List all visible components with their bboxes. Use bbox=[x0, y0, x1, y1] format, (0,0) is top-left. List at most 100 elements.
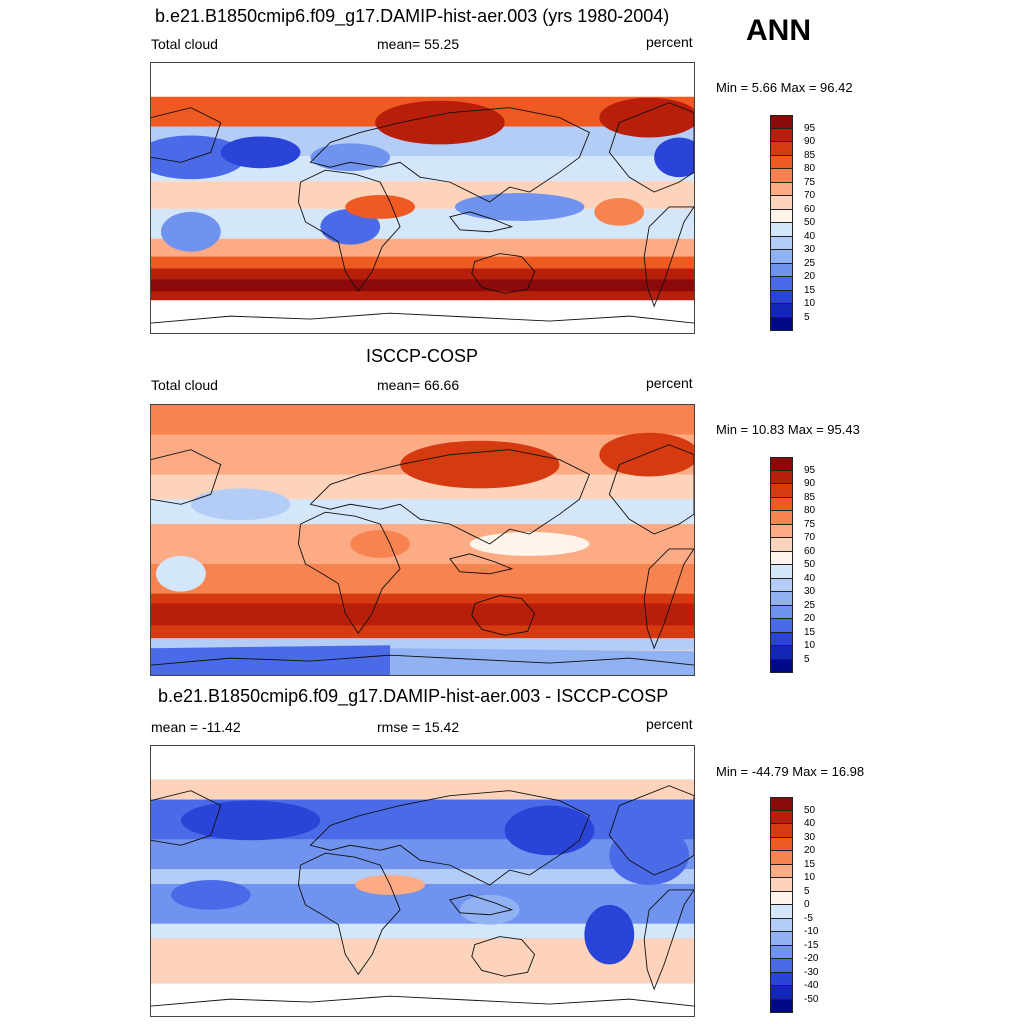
colorbar-tick-label: 95 bbox=[804, 122, 816, 134]
colorbar-swatch bbox=[770, 457, 793, 471]
colorbar-swatch bbox=[770, 565, 793, 579]
colorbar-tick-label: 30 bbox=[804, 244, 816, 255]
colorbar-swatch bbox=[770, 632, 793, 646]
colorbar-difference bbox=[770, 797, 793, 1013]
panel-units-label: percent bbox=[646, 716, 693, 732]
colorbar-swatch bbox=[770, 851, 793, 865]
colorbar-swatch bbox=[770, 317, 793, 331]
colorbar-swatch bbox=[770, 142, 793, 156]
panel-units-label: percent bbox=[646, 34, 693, 50]
colorbar-tick-label: 15 bbox=[804, 858, 816, 870]
panel-rmse-label: rmse = 15.42 bbox=[377, 719, 460, 735]
coastline bbox=[298, 852, 401, 976]
coastline bbox=[471, 253, 536, 294]
colorbar-tick-label: 40 bbox=[804, 230, 816, 242]
colorbar-swatch bbox=[770, 263, 793, 277]
map-panel-obs bbox=[150, 404, 695, 676]
colorbar-swatch bbox=[770, 972, 793, 986]
colorbar-tick-label: 95 bbox=[804, 464, 816, 476]
colorbar-tick-label: 50 bbox=[804, 559, 816, 570]
colorbar-tick-label: 10 bbox=[804, 872, 816, 883]
panel-mean-label: mean= 66.66 bbox=[377, 377, 460, 393]
colorbar-tick-label: 10 bbox=[804, 640, 816, 651]
colorbar-tick-label: 30 bbox=[804, 831, 816, 843]
map-panel-difference bbox=[150, 745, 695, 1017]
colorbar-tick-label: 70 bbox=[804, 190, 816, 201]
colorbar-tick-label: 75 bbox=[804, 518, 816, 530]
colorbar-obs bbox=[770, 457, 793, 673]
colorbar-swatch bbox=[770, 236, 793, 250]
colorbar-tick-label: -30 bbox=[804, 966, 819, 978]
colorbar-swatch bbox=[770, 646, 793, 660]
coastline bbox=[471, 936, 536, 977]
colorbar-tick-label: 20 bbox=[804, 613, 816, 624]
colorbar-swatch bbox=[770, 551, 793, 565]
panel-left-label: mean = -11.42 bbox=[151, 719, 241, 735]
panel-mean-label: mean= 55.25 bbox=[377, 36, 460, 52]
coastline bbox=[151, 312, 694, 324]
colorbar-tick-label: 80 bbox=[804, 505, 816, 516]
panel-title-model: b.e21.B1850cmip6.f09_g17.DAMIP-hist-aer.… bbox=[155, 6, 670, 26]
colorbar-tick-label: -20 bbox=[804, 953, 819, 964]
panel-units-label: percent bbox=[646, 375, 693, 391]
colorbar-swatch bbox=[770, 169, 793, 183]
colorbar-tick-label: 90 bbox=[804, 478, 816, 489]
colorbar-swatch bbox=[770, 619, 793, 633]
colorbar-tick-label: 60 bbox=[804, 203, 816, 215]
colorbar-tick-label: 10 bbox=[804, 298, 816, 309]
coastline bbox=[151, 102, 694, 193]
contour-field bbox=[151, 405, 694, 675]
colorbar-swatch bbox=[770, 824, 793, 838]
coastline bbox=[449, 553, 514, 575]
coastline bbox=[309, 449, 590, 545]
colorbar-swatch bbox=[770, 209, 793, 223]
colorbar-swatch bbox=[770, 605, 793, 619]
colorbar-tick-label: 20 bbox=[804, 845, 816, 856]
colorbar-model bbox=[770, 115, 793, 331]
coastline bbox=[151, 995, 694, 1007]
colorbar-swatch bbox=[770, 155, 793, 169]
colorbar-swatch bbox=[770, 484, 793, 498]
colorbar-tick-label: 30 bbox=[804, 586, 816, 597]
coastline bbox=[643, 889, 694, 991]
colorbar-tick-label: 25 bbox=[804, 599, 816, 611]
colorbar-tick-label: -15 bbox=[804, 939, 819, 951]
panel-title-difference: b.e21.B1850cmip6.f09_g17.DAMIP-hist-aer.… bbox=[158, 686, 669, 706]
colorbar-swatch bbox=[770, 797, 793, 811]
colorbar-tick-label: 50 bbox=[804, 804, 816, 816]
coastline bbox=[471, 595, 536, 636]
coastline bbox=[151, 654, 694, 666]
colorbar-tick-label: 80 bbox=[804, 163, 816, 174]
colorbar-tick-label: 40 bbox=[804, 818, 816, 829]
colorbar-tick-label: 5 bbox=[804, 653, 810, 665]
coastline bbox=[449, 211, 514, 233]
panel-left-label: Total cloud bbox=[151, 377, 218, 393]
colorbar-swatch bbox=[770, 918, 793, 932]
colorbar-swatch bbox=[770, 470, 793, 484]
colorbar-tick-label: 40 bbox=[804, 572, 816, 584]
colorbar-swatch bbox=[770, 905, 793, 919]
colorbar-swatch bbox=[770, 304, 793, 318]
contour-field bbox=[151, 746, 694, 1016]
coastline bbox=[643, 548, 694, 650]
colorbar-tick-label: 25 bbox=[804, 257, 816, 269]
colorbar-swatch bbox=[770, 196, 793, 210]
coastline bbox=[449, 894, 514, 916]
panel-left-label: Total cloud bbox=[151, 36, 218, 52]
colorbar-tick-label: -40 bbox=[804, 980, 819, 991]
colorbar-tick-label: 5 bbox=[804, 885, 810, 897]
colorbar-swatch bbox=[770, 932, 793, 946]
colorbar-swatch bbox=[770, 659, 793, 673]
coastline bbox=[309, 790, 590, 886]
contour-field bbox=[151, 63, 694, 333]
colorbar-swatch bbox=[770, 538, 793, 552]
colorbar-tick-label: -50 bbox=[804, 993, 819, 1005]
coastline bbox=[643, 206, 694, 308]
colorbar-swatch bbox=[770, 959, 793, 973]
colorbar-swatch bbox=[770, 810, 793, 824]
colorbar-swatch bbox=[770, 497, 793, 511]
coastline bbox=[151, 444, 694, 535]
map-panel-model bbox=[150, 62, 695, 334]
coastline bbox=[298, 169, 401, 293]
colorbar-tick-label: 50 bbox=[804, 217, 816, 228]
